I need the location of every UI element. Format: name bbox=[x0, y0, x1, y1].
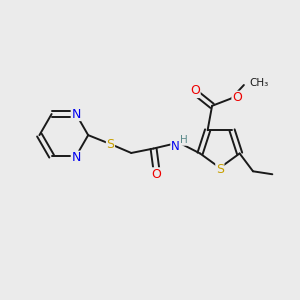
Text: S: S bbox=[106, 138, 115, 151]
Text: O: O bbox=[152, 168, 161, 181]
Text: H: H bbox=[180, 135, 188, 145]
Text: O: O bbox=[232, 91, 242, 104]
Text: N: N bbox=[71, 151, 81, 164]
Text: CH₃: CH₃ bbox=[249, 78, 268, 88]
Text: O: O bbox=[190, 85, 200, 98]
Text: N: N bbox=[171, 140, 180, 153]
Text: S: S bbox=[216, 163, 224, 176]
Text: N: N bbox=[71, 107, 81, 121]
